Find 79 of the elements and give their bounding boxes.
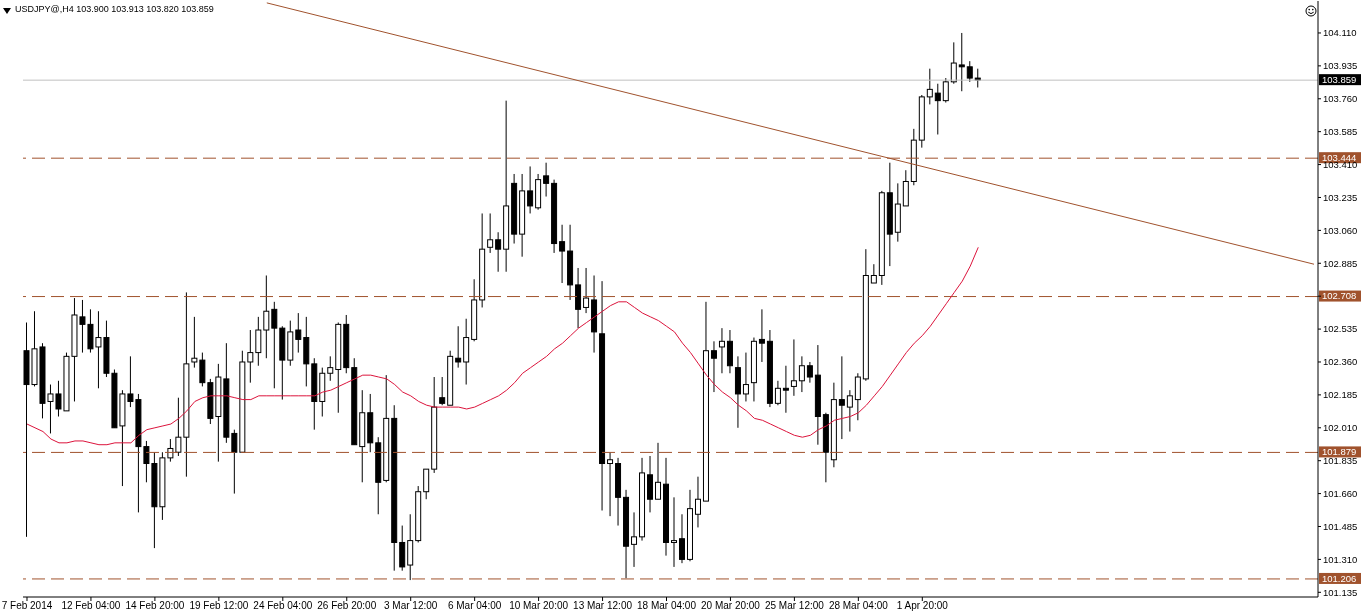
candlestick [655,442,662,500]
candlestick [295,312,302,354]
candlestick [263,275,270,359]
candlestick [455,325,462,369]
candlestick [790,338,797,397]
candlestick [559,224,566,284]
candlestick [495,231,502,273]
y-tick-label: 102.360 [1323,356,1358,368]
y-tick-label: 101.135 [1323,586,1358,598]
y-tick-label: 101.660 [1323,487,1358,499]
candlestick [527,165,534,214]
y-tick-label: 103.060 [1323,224,1358,236]
x-tick-label: 26 Feb 20:00 [317,599,377,611]
candlestick [718,327,725,374]
x-tick-label: 14 Feb 20:00 [125,599,185,611]
candlestick [231,429,238,495]
y-tick-label: 103.235 [1323,191,1358,203]
candlestick [758,308,765,363]
y-tick-label: 101.485 [1323,520,1358,532]
x-tick-label: 25 Mar 12:00 [764,599,825,611]
candlestick [958,32,965,92]
x-tick-label: 1 Apr 20:00 [896,599,949,611]
candlestick [950,41,957,85]
candlestick [710,340,717,393]
x-tick-label: 13 Mar 12:00 [573,599,633,611]
candlestick [271,301,278,389]
x-tick-label: 12 Feb 04:00 [61,599,121,611]
x-tick-label: 28 Mar 04:00 [828,599,889,611]
y-tick-label: 101.310 [1323,553,1358,565]
y-tick-label: 102.010 [1323,422,1358,434]
y-tick-label: 102.185 [1323,389,1358,401]
x-tick-label: 10 Mar 20:00 [509,599,569,611]
candlestick [487,212,494,254]
y-tick-label: 103.760 [1323,93,1358,105]
y-tick-label: 103.585 [1323,126,1358,138]
x-tick-label: 18 Mar 04:00 [637,599,697,611]
candlestick [926,68,933,105]
candlestick [694,476,701,528]
candlestick [798,355,805,393]
candlestick [439,376,446,406]
candlestick [974,68,981,88]
candlestick [678,513,685,564]
candlestick [854,372,861,421]
ref-line-label: 101.879 [1322,446,1357,458]
x-tick-label: 20 Mar 20:00 [700,599,761,611]
candlestick [607,451,614,517]
x-tick-label: 3 Mar 12:00 [384,599,438,611]
candlestick [806,361,813,384]
line-series [26,246,979,446]
candlestick [583,267,590,314]
ref-line-label: 102.708 [1322,290,1357,302]
candlestick [671,496,677,568]
candlestick [838,355,845,440]
candlestick [846,389,853,433]
ref-line-label: 103.859 [1322,74,1357,85]
y-tick-label: 104.110 [1323,27,1357,39]
candlestick [327,355,334,382]
ref-line-label: 101.206 [1322,572,1357,584]
candlestick [782,365,789,414]
candlestick [774,380,781,406]
y-tick-label: 101.835 [1323,455,1358,467]
x-tick-label: 19 Feb 12:00 [189,599,249,611]
candlestick [255,316,262,367]
x-tick-label: 24 Feb 04:00 [253,599,313,611]
candlestick [543,162,550,198]
candlestick [742,352,749,402]
candlestick [942,77,949,104]
candlestick [966,60,973,83]
chart-title: USDJPY@,H4 103.900 103.913 103.820 103.859 [15,4,214,15]
x-tick-label: 6 Mar 04:00 [447,599,502,611]
candlestick [934,83,941,135]
x-tick-label: 7 Feb 2014 [1,599,53,611]
candlestick [631,511,638,568]
candlestick [247,329,254,384]
y-tick-label: 102.535 [1323,323,1358,335]
candlestick [870,263,877,284]
y-tick-label: 103.935 [1323,60,1358,72]
candlestick [423,468,430,500]
y-tick-label: 102.885 [1323,257,1358,269]
